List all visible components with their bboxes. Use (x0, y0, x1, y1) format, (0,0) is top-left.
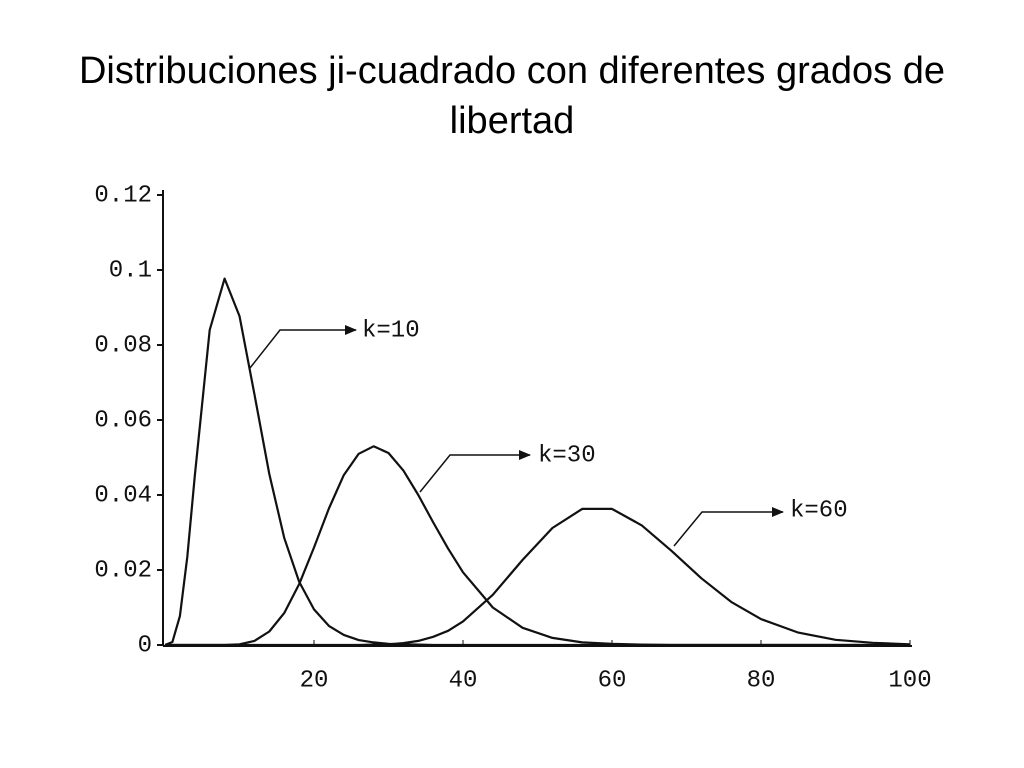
annotation-arrow (673, 507, 784, 547)
y-tick-label: 0.04 (94, 482, 152, 509)
x-tick-label: 100 (888, 667, 931, 694)
x-tick-label: 60 (598, 667, 627, 694)
y-tick-label: 0.06 (94, 407, 152, 434)
x-tick-label: 80 (747, 667, 776, 694)
y-tick-label: 0.08 (94, 332, 152, 359)
annotation-arrow (249, 325, 357, 369)
x-tick-label: 20 (300, 667, 329, 694)
annotation-label: k=30 (538, 442, 596, 469)
y-tick-label: 0.1 (109, 257, 152, 284)
y-tick-label: 0 (138, 632, 152, 659)
y-tick-label: 0.02 (94, 557, 152, 584)
chart-title: Distribuciones ji-cuadrado con diferente… (78, 50, 946, 142)
series-line (165, 507, 911, 647)
annotation-arrow (419, 450, 531, 493)
x-tick-label: 40 (449, 667, 478, 694)
series-line (165, 445, 910, 647)
y-tick-label: 0.12 (94, 182, 152, 209)
annotation-label: k=10 (362, 317, 420, 344)
annotation-label: k=60 (790, 497, 848, 524)
